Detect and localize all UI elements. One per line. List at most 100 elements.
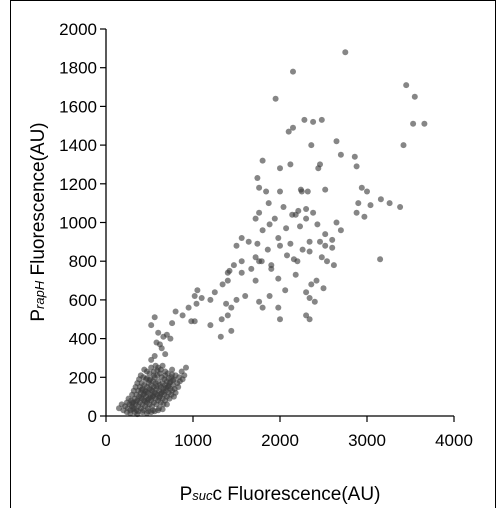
data-point [403,82,410,89]
data-point [295,207,302,214]
y-tick-label: 1400 [59,136,97,155]
data-point [169,366,176,373]
data-point [301,116,308,123]
data-point [306,295,313,301]
data-point [254,240,261,247]
data-point [306,316,313,323]
data-point [238,235,245,241]
data-point [207,296,214,303]
data-point [280,204,287,210]
data-point [265,200,272,207]
data-point [252,215,259,222]
data-point [317,238,323,245]
data-point [256,298,263,305]
data-point [148,322,155,329]
data-point [299,246,306,253]
data-point [141,390,148,397]
data-point [303,312,310,319]
data-point [268,265,275,272]
y-tick-label: 1800 [59,59,97,78]
data-point [313,277,320,284]
data-point [153,383,160,389]
y-axis-ticks: 0 200 400 600 800 1000 1200 1400 1600 1800 2000 [59,20,106,426]
data-point [135,408,142,415]
data-point [318,116,325,123]
data-point [245,238,252,245]
x-tick-label: 3000 [348,431,386,450]
data-points [116,49,428,418]
data-point [266,293,273,299]
y-tick-label: 800 [69,252,97,271]
data-point [303,289,310,296]
data-point [285,128,292,135]
data-point [238,258,245,265]
data-point [151,353,158,359]
data-point [353,209,360,216]
data-point [400,142,407,149]
data-point [337,151,344,158]
x-tick-label: 1000 [174,431,212,450]
data-point [169,320,176,327]
data-point [230,262,237,269]
data-point [211,289,218,296]
data-point [410,120,417,127]
data-point [298,188,305,195]
data-point [290,124,296,131]
y-tick-label: 2000 [59,20,97,39]
data-point [292,271,299,278]
data-point [219,281,226,288]
y-tick-label: 200 [69,368,97,387]
data-point [238,269,245,276]
data-point [275,304,282,311]
data-point [304,188,311,195]
data-point [152,390,159,397]
data-point [411,93,418,100]
data-point [421,120,428,127]
data-point [151,314,158,321]
data-point [259,157,266,164]
data-point [290,68,296,75]
data-point [172,308,179,315]
data-point [361,213,368,220]
data-point [322,242,329,249]
data-point [223,300,230,307]
data-point [358,184,365,191]
data-point [233,242,240,249]
data-point [277,165,283,172]
y-tick-label: 1000 [59,214,97,233]
data-point [275,275,282,282]
data-point [179,312,186,319]
data-point [259,227,266,234]
data-point [148,356,155,363]
data-point [129,400,136,407]
data-point [342,49,349,56]
data-point [148,386,155,393]
data-point [284,252,290,259]
data-point [355,200,362,207]
y-tick-label: 1600 [59,97,97,116]
data-point [330,262,337,269]
data-point [191,318,198,325]
data-point [367,202,374,209]
data-point [377,196,384,203]
data-point [218,316,225,323]
data-point [198,295,205,301]
data-point [258,258,265,265]
data-point [353,163,360,170]
data-point [314,221,321,228]
data-point [303,206,310,212]
data-point [333,138,340,145]
data-point [264,246,271,253]
data-point [224,269,231,276]
data-point [217,333,224,340]
x-tick-label: 4000 [435,431,473,450]
data-point [130,406,136,413]
data-point [224,277,231,284]
data-point [277,316,283,323]
data-point [287,240,294,247]
data-point [282,287,289,294]
data-point [320,285,327,292]
data-point [386,200,393,207]
data-point [277,188,283,195]
